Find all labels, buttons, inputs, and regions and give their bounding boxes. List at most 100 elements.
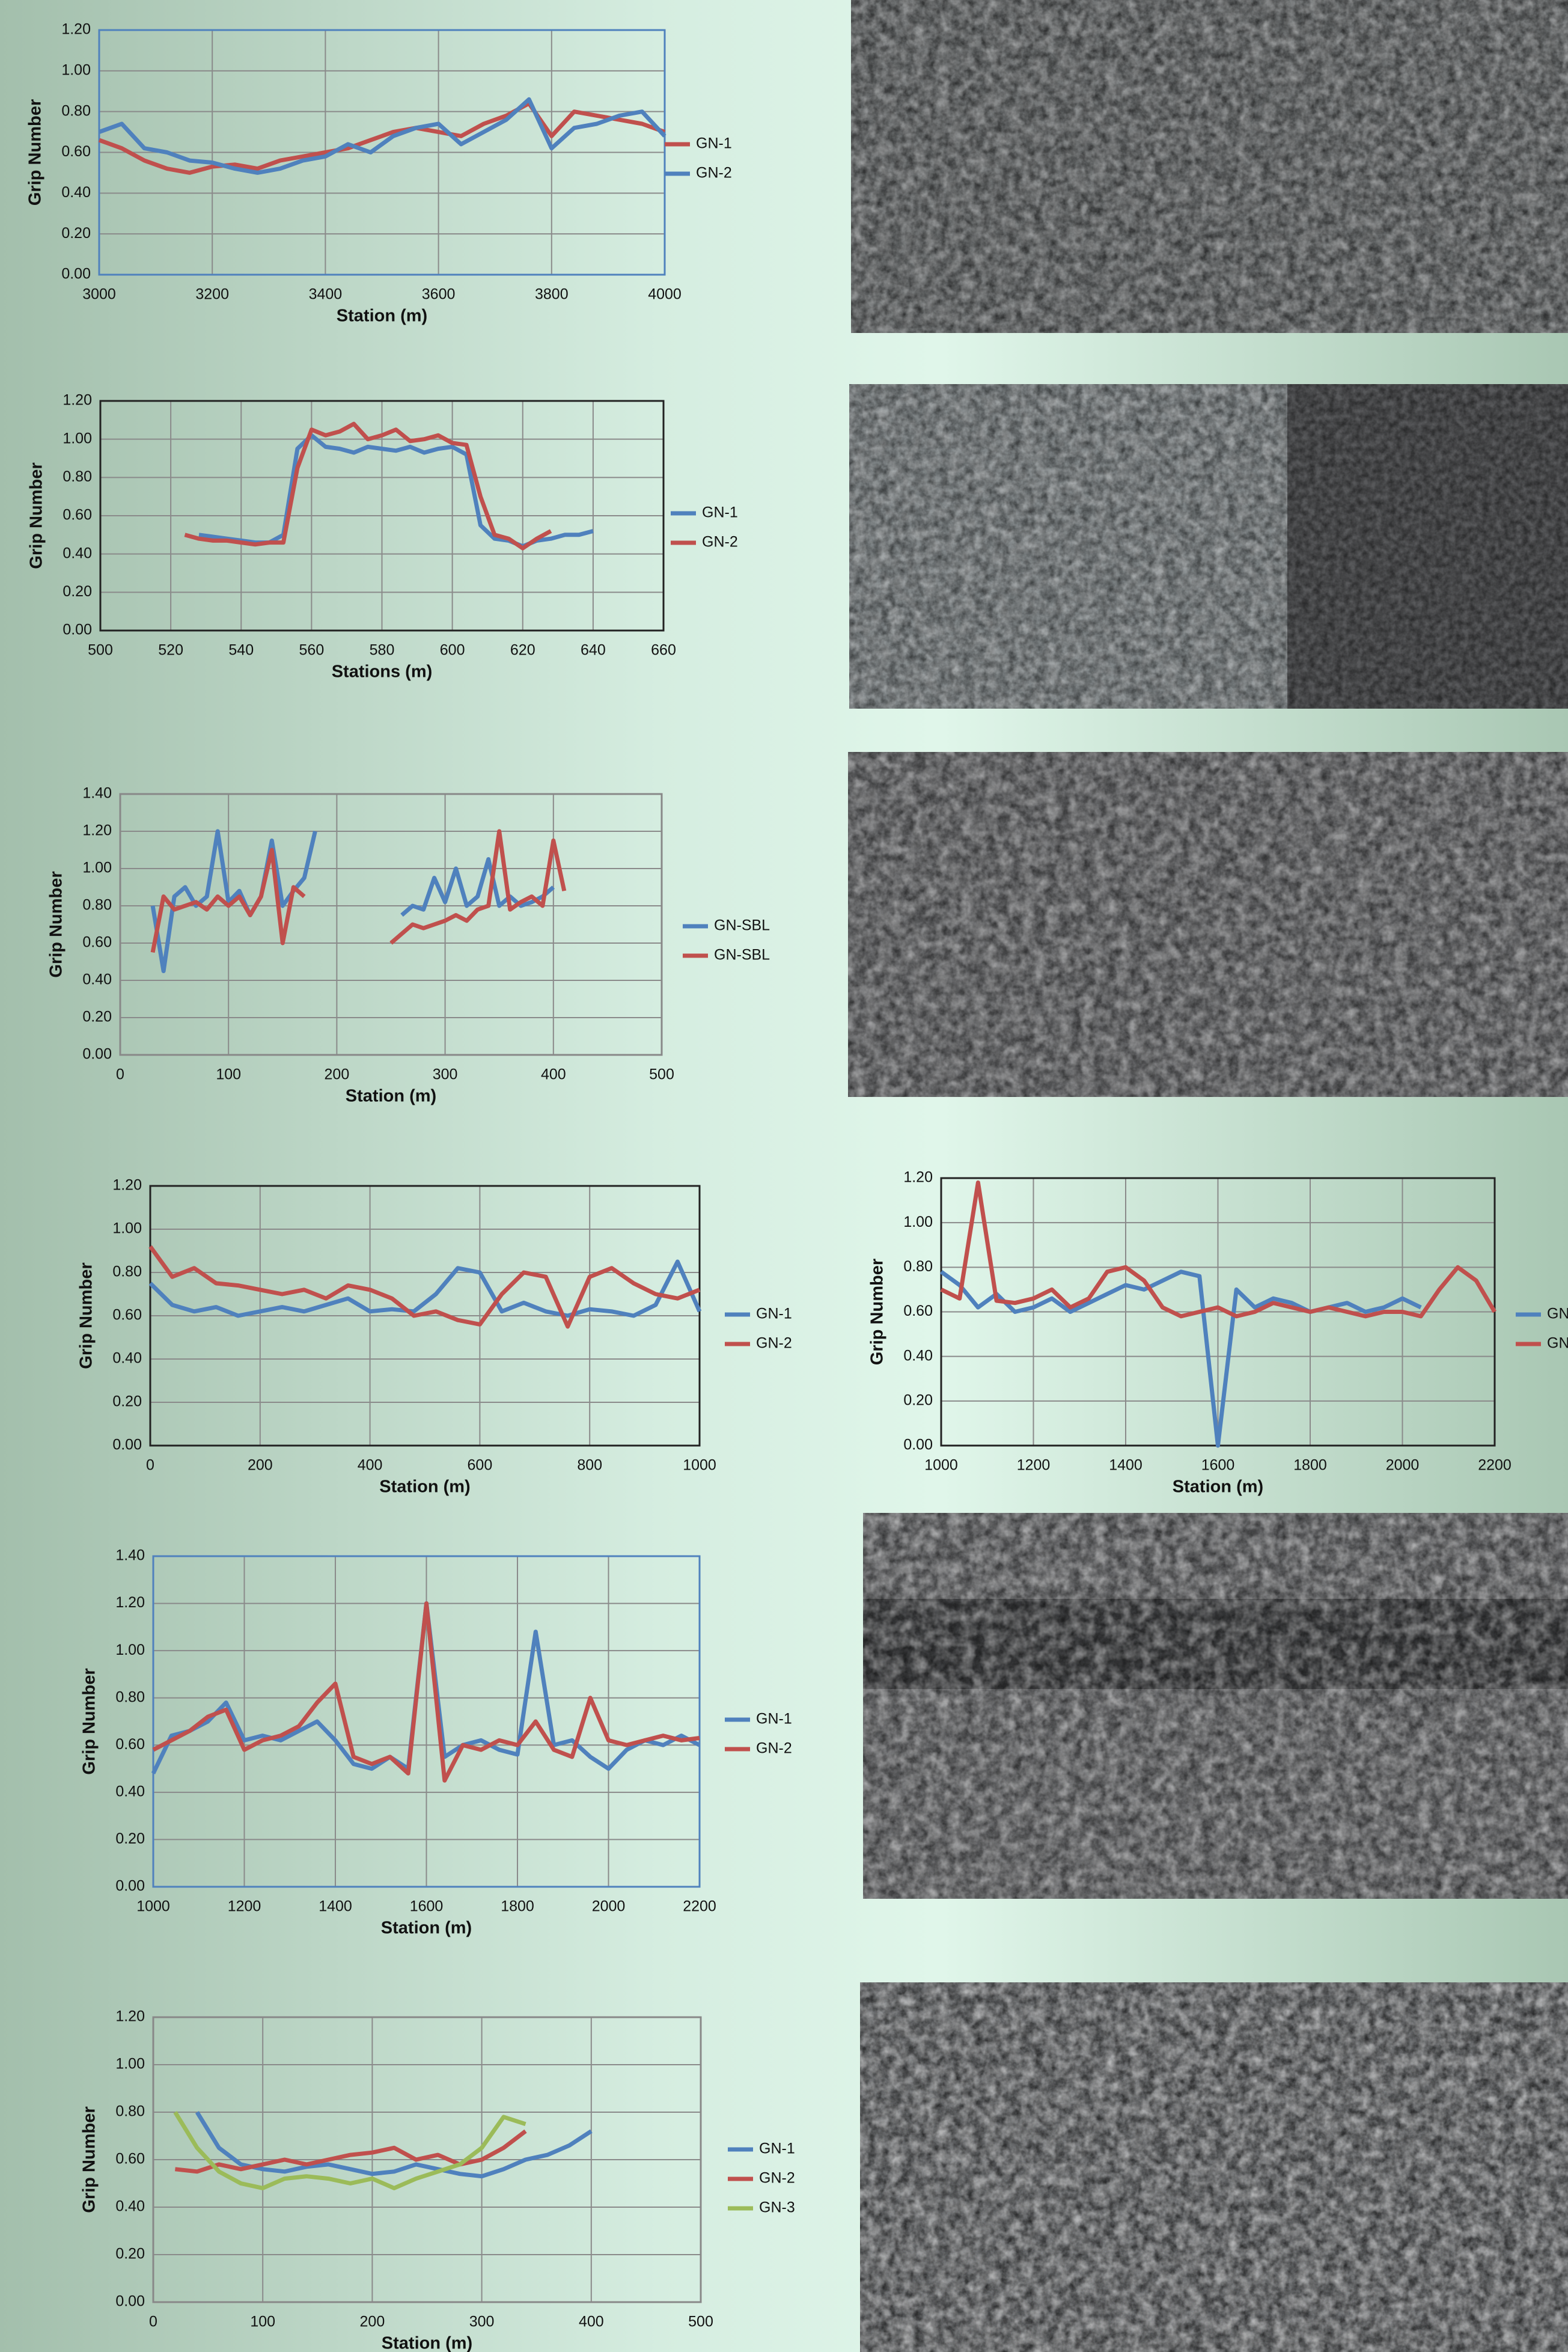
y-tick-label: 0.60 <box>112 1307 142 1324</box>
x-axis-title: Station (m) <box>379 1477 470 1497</box>
y-tick-label: 0.20 <box>82 1009 112 1025</box>
y-tick-label: 0.60 <box>115 1736 145 1753</box>
y-tick-label: 1.00 <box>115 1642 145 1658</box>
y-tick-label: 0.40 <box>903 1347 933 1364</box>
x-tick-label: 620 <box>510 642 535 659</box>
x-tick-label: 3600 <box>422 286 456 303</box>
x-tick-label: 1400 <box>319 1898 352 1915</box>
legend-label: GN-2 <box>696 165 732 182</box>
legend-label: GN-1 <box>1547 1306 1568 1322</box>
y-tick-label: 0.80 <box>63 468 92 485</box>
x-tick-label: 600 <box>468 1457 493 1474</box>
x-axis-title: Stations (m) <box>332 662 433 682</box>
poster: 0.000.200.400.600.801.001.20300032003400… <box>0 0 1568 2352</box>
legend-label: GN-1 <box>702 504 738 521</box>
x-tick-label: 400 <box>358 1457 383 1474</box>
y-tick-label: 0.00 <box>61 266 91 283</box>
y-tick-label: 0.80 <box>61 102 91 119</box>
y-tick-label: 1.40 <box>115 1547 145 1564</box>
legend-label: GN-2 <box>756 1335 792 1352</box>
x-axis-title: Station (m) <box>381 1919 472 1938</box>
x-tick-label: 3200 <box>195 286 229 303</box>
y-tick-label: 1.20 <box>61 21 91 38</box>
x-tick-label: 300 <box>469 2314 495 2330</box>
y-tick-label: 0.20 <box>63 583 92 600</box>
y-tick-label: 0.00 <box>82 1046 112 1063</box>
x-tick-label: 4000 <box>648 286 682 303</box>
y-axis-title: Grip Number <box>27 462 46 569</box>
legend-label: GN-1 <box>759 2140 795 2157</box>
y-axis-title: Grip Number <box>77 1262 96 1369</box>
y-tick-label: 0.00 <box>63 622 92 638</box>
y-tick-label: 0.40 <box>115 1783 145 1800</box>
y-tick-label: 1.00 <box>61 61 91 78</box>
photo <box>851 0 1568 333</box>
x-axis-title: Station (m) <box>1173 1477 1263 1497</box>
y-tick-label: 1.20 <box>115 2008 145 2025</box>
x-tick-label: 1600 <box>410 1898 444 1915</box>
y-tick-label: 1.00 <box>112 1220 142 1237</box>
x-tick-label: 560 <box>299 642 325 659</box>
x-tick-label: 600 <box>440 642 465 659</box>
y-axis-title: Grip Number <box>26 99 45 206</box>
x-tick-label: 0 <box>146 1457 154 1474</box>
y-tick-label: 1.00 <box>903 1214 933 1230</box>
y-tick-label: 0.40 <box>63 545 92 561</box>
y-tick-label: 0.40 <box>61 184 91 201</box>
y-tick-label: 0.20 <box>903 1391 933 1408</box>
y-axis-title: Grip Number <box>80 2106 99 2213</box>
x-tick-label: 500 <box>88 642 113 659</box>
y-tick-label: 0.20 <box>112 1393 142 1410</box>
legend-label: GN-2 <box>1547 1335 1568 1352</box>
x-tick-label: 520 <box>158 642 183 659</box>
x-tick-label: 2000 <box>1386 1457 1420 1474</box>
photo <box>860 1982 1568 2352</box>
y-tick-label: 0.80 <box>115 2103 145 2120</box>
x-tick-label: 1200 <box>1017 1457 1051 1474</box>
x-tick-label: 300 <box>433 1066 458 1083</box>
x-tick-label: 1800 <box>1293 1457 1327 1474</box>
y-tick-label: 0.80 <box>82 897 112 914</box>
y-tick-label: 0.40 <box>82 971 112 988</box>
y-tick-label: 0.60 <box>82 934 112 951</box>
y-tick-label: 1.20 <box>82 822 112 839</box>
legend-label: GN-2 <box>702 534 738 551</box>
y-tick-label: 0.60 <box>115 2151 145 2167</box>
x-tick-label: 1800 <box>501 1898 534 1915</box>
x-tick-label: 1000 <box>683 1457 716 1474</box>
y-tick-label: 0.80 <box>115 1688 145 1705</box>
y-tick-label: 0.80 <box>112 1263 142 1280</box>
x-tick-label: 200 <box>360 2314 385 2330</box>
y-axis-title: Grip Number <box>868 1259 887 1365</box>
legend-label: GN-SBL <box>714 917 770 934</box>
y-tick-label: 1.00 <box>115 2056 145 2073</box>
y-tick-label: 0.80 <box>903 1258 933 1275</box>
x-tick-label: 660 <box>651 642 676 659</box>
y-tick-label: 1.20 <box>63 392 92 409</box>
y-tick-label: 1.40 <box>82 785 112 802</box>
x-tick-label: 400 <box>541 1066 566 1083</box>
photo <box>849 384 1568 709</box>
x-tick-label: 1200 <box>228 1898 261 1915</box>
x-tick-label: 500 <box>649 1066 674 1083</box>
legend-label: GN-2 <box>756 1740 792 1757</box>
y-tick-label: 0.00 <box>903 1437 933 1453</box>
y-axis-title: Grip Number <box>80 1668 99 1774</box>
photo <box>848 752 1568 1097</box>
x-tick-label: 1400 <box>1109 1457 1142 1474</box>
x-tick-label: 3000 <box>82 286 116 303</box>
y-tick-label: 1.00 <box>82 860 112 876</box>
x-axis-title: Station (m) <box>337 307 427 326</box>
x-tick-label: 400 <box>579 2314 604 2330</box>
y-tick-label: 0.60 <box>63 507 92 524</box>
x-tick-label: 580 <box>370 642 395 659</box>
x-tick-label: 540 <box>228 642 254 659</box>
x-tick-label: 800 <box>577 1457 602 1474</box>
y-tick-label: 0.20 <box>115 1830 145 1847</box>
x-tick-label: 640 <box>581 642 606 659</box>
y-tick-label: 0.20 <box>61 225 91 242</box>
x-tick-label: 3800 <box>535 286 569 303</box>
x-tick-label: 2200 <box>683 1898 716 1915</box>
legend-label: GN-1 <box>696 135 732 152</box>
x-tick-label: 200 <box>325 1066 350 1083</box>
